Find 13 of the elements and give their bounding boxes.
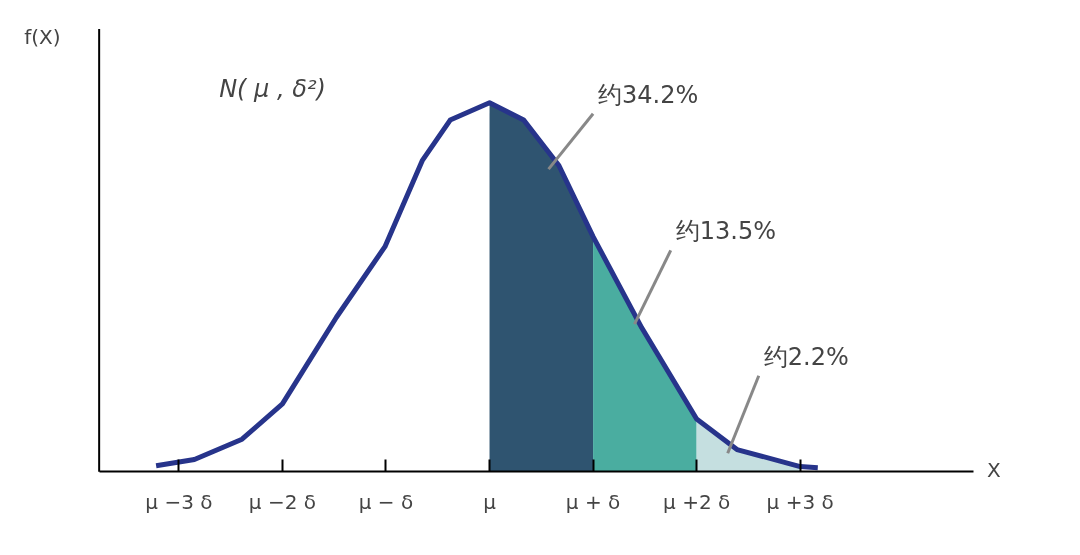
annotation: 约2.2% — [763, 342, 849, 371]
x-tick-label: μ — [483, 489, 497, 514]
annotation: 约13.5% — [675, 217, 776, 246]
annotation: 约34.2% — [598, 80, 699, 109]
x-tick-label: μ + δ — [565, 489, 621, 514]
y-axis-title: f(X) — [24, 24, 61, 49]
x-tick-label: μ +3 δ — [766, 489, 834, 514]
x-axis-title: X — [987, 457, 1002, 482]
annotation: N( μ , δ²) — [219, 74, 326, 103]
x-tick-label: μ −2 δ — [248, 489, 317, 514]
x-tick-label: μ − δ — [358, 489, 414, 514]
x-tick-label: μ −3 δ — [145, 489, 213, 514]
x-tick-label: μ +2 δ — [663, 489, 731, 514]
